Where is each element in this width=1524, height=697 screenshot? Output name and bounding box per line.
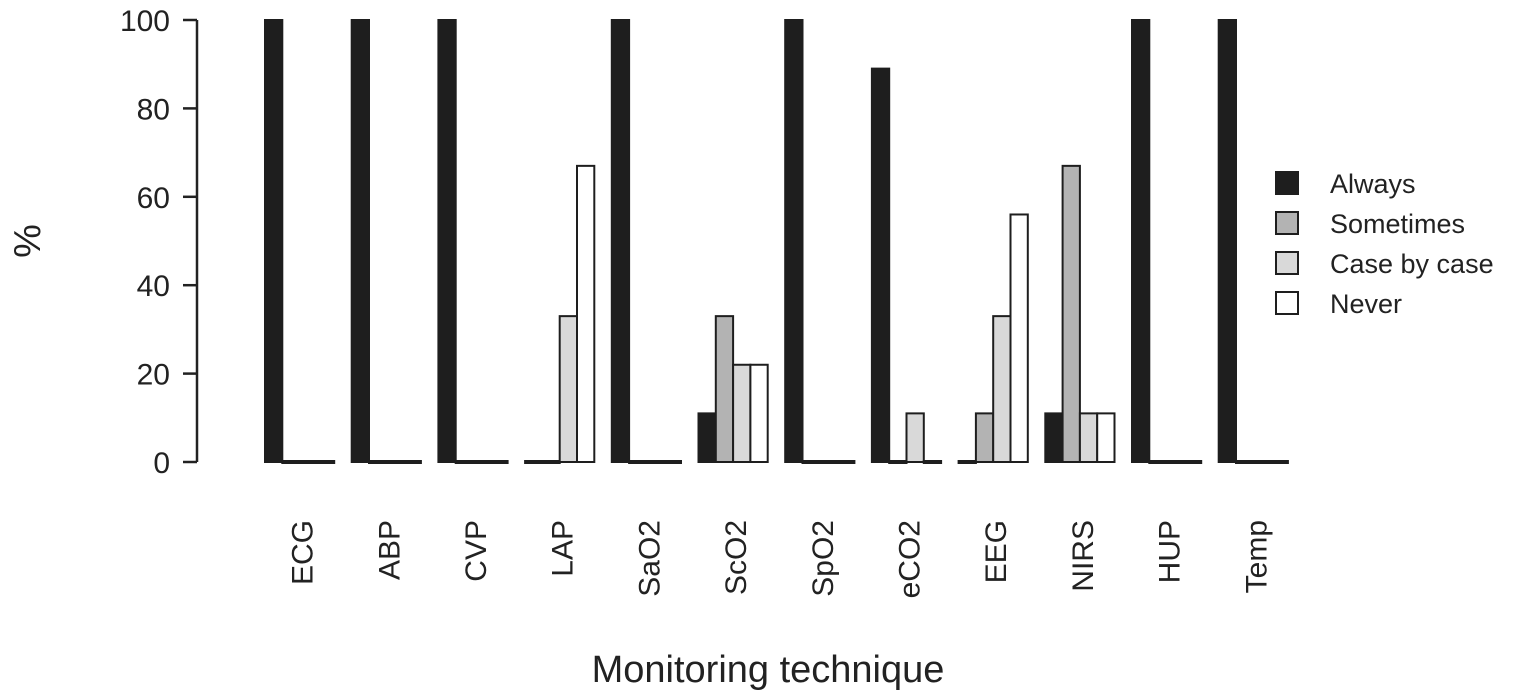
bar-eco2-case-by-case — [905, 412, 925, 464]
x-tick-label: ABP — [373, 520, 406, 580]
bar-group-nirs — [1044, 164, 1116, 464]
bar-temp-always — [1217, 19, 1237, 463]
bar-cvp-always — [437, 19, 457, 463]
bar-group-hup — [1131, 19, 1203, 464]
x-tick-label: eCO2 — [894, 520, 927, 598]
legend-label: Never — [1330, 289, 1402, 319]
bar-sco2-never — [749, 363, 769, 464]
bar-lap-always — [524, 460, 544, 464]
bar-abp-never — [402, 460, 422, 464]
x-tick-label: CVP — [460, 520, 493, 582]
bar-group-eeg — [957, 213, 1029, 464]
bar-nirs-case-by-case — [1078, 412, 1099, 464]
x-tick-label: SpO2 — [807, 520, 840, 597]
bar-spo2-sometimes — [801, 460, 821, 464]
y-tick-label: 20 — [137, 359, 170, 392]
bar-lap-sometimes — [541, 460, 561, 464]
bar-spo2-case-by-case — [818, 460, 839, 464]
y-tick-label: 40 — [137, 270, 170, 303]
bar-group-ecg — [264, 19, 336, 464]
bar-cvp-sometimes — [454, 460, 475, 464]
bar-sco2-always — [697, 412, 717, 464]
bar-group-sco2 — [697, 315, 769, 464]
x-tick-label: NIRS — [1067, 520, 1100, 592]
y-axis-title: % — [7, 224, 49, 258]
x-tick-label: LAP — [547, 520, 580, 577]
x-axis-title: Monitoring technique — [592, 649, 945, 691]
bar-sao2-always — [610, 19, 631, 463]
bar-eco2-always — [870, 67, 891, 464]
legend-label: Sometimes — [1330, 209, 1465, 239]
x-tick-label: HUP — [1154, 520, 1187, 583]
bar-nirs-never — [1096, 412, 1116, 464]
bar-hup-always — [1131, 19, 1151, 463]
y-axis: 0 20 40 60 80 100 — [120, 5, 199, 480]
bar-cvp-never — [489, 460, 509, 464]
bar-ecg-sometimes — [281, 460, 301, 464]
bar-temp-case-by-case — [1252, 460, 1272, 464]
bar-eeg-never — [1009, 213, 1029, 463]
y-tick-label: 60 — [137, 182, 170, 215]
legend: Always Sometimes Case by case Never — [1275, 169, 1494, 319]
legend-swatch-never — [1275, 291, 1299, 315]
bar-spo2-never — [836, 460, 856, 464]
bar-sco2-sometimes — [714, 315, 735, 464]
bar-hup-never — [1182, 460, 1203, 464]
bar-ecg-case-by-case — [298, 460, 318, 464]
x-tick-label: Temp — [1240, 520, 1273, 593]
y-tick-label: 80 — [137, 93, 170, 126]
bar-ecg-always — [264, 19, 284, 463]
bar-spo2-always — [784, 19, 804, 463]
bar-sao2-sometimes — [628, 460, 648, 464]
bar-group-abp — [350, 19, 422, 464]
bar-cvp-case-by-case — [472, 460, 492, 464]
bar-group-spo2 — [784, 19, 856, 464]
bar-abp-always — [350, 19, 371, 463]
bar-hup-case-by-case — [1165, 460, 1185, 464]
legend-label: Always — [1330, 169, 1416, 199]
bar-eeg-always — [957, 460, 977, 464]
x-tick-label: ScO2 — [720, 520, 753, 595]
bar-temp-sometimes — [1235, 460, 1255, 464]
bar-ecg-never — [315, 460, 336, 464]
bar-sao2-never — [662, 460, 683, 464]
x-tick-label: EEG — [980, 520, 1013, 583]
legend-label: Case by case — [1330, 249, 1494, 279]
bar-eco2-never — [922, 460, 943, 464]
bar-eco2-sometimes — [888, 460, 908, 464]
y-tick-label: 0 — [153, 447, 170, 480]
legend-swatch-always — [1275, 171, 1299, 195]
bar-group-sao2 — [610, 19, 683, 464]
bar-temp-never — [1269, 460, 1289, 464]
bar-group-lap — [524, 164, 596, 464]
bar-hup-sometimes — [1148, 460, 1168, 464]
bar-groups — [264, 19, 1289, 464]
bar-sco2-case-by-case — [732, 363, 752, 464]
bar-eeg-case-by-case — [992, 315, 1012, 464]
x-tick-label: ECG — [287, 520, 320, 585]
x-tick-label: SaO2 — [633, 520, 666, 597]
legend-swatch-sometimes — [1275, 211, 1299, 235]
legend-swatch-case-by-case — [1275, 251, 1299, 275]
x-axis-category-labels: ECG ABP CVP LAP SaO2 ScO2 SpO2 eCO2 EEG NIRS HUP Te… — [287, 520, 1274, 598]
y-tick-label: 100 — [120, 5, 170, 38]
bar-abp-case-by-case — [385, 460, 405, 464]
bar-eeg-sometimes — [974, 412, 995, 464]
bar-nirs-always — [1044, 412, 1064, 464]
bar-group-eco2 — [870, 67, 943, 464]
bar-group-temp — [1217, 19, 1289, 464]
bar-nirs-sometimes — [1061, 164, 1081, 464]
bar-sao2-case-by-case — [645, 460, 665, 464]
bar-lap-case-by-case — [558, 315, 579, 464]
bar-group-cvp — [437, 19, 509, 464]
bar-lap-never — [576, 164, 596, 464]
bar-abp-sometimes — [368, 460, 388, 464]
